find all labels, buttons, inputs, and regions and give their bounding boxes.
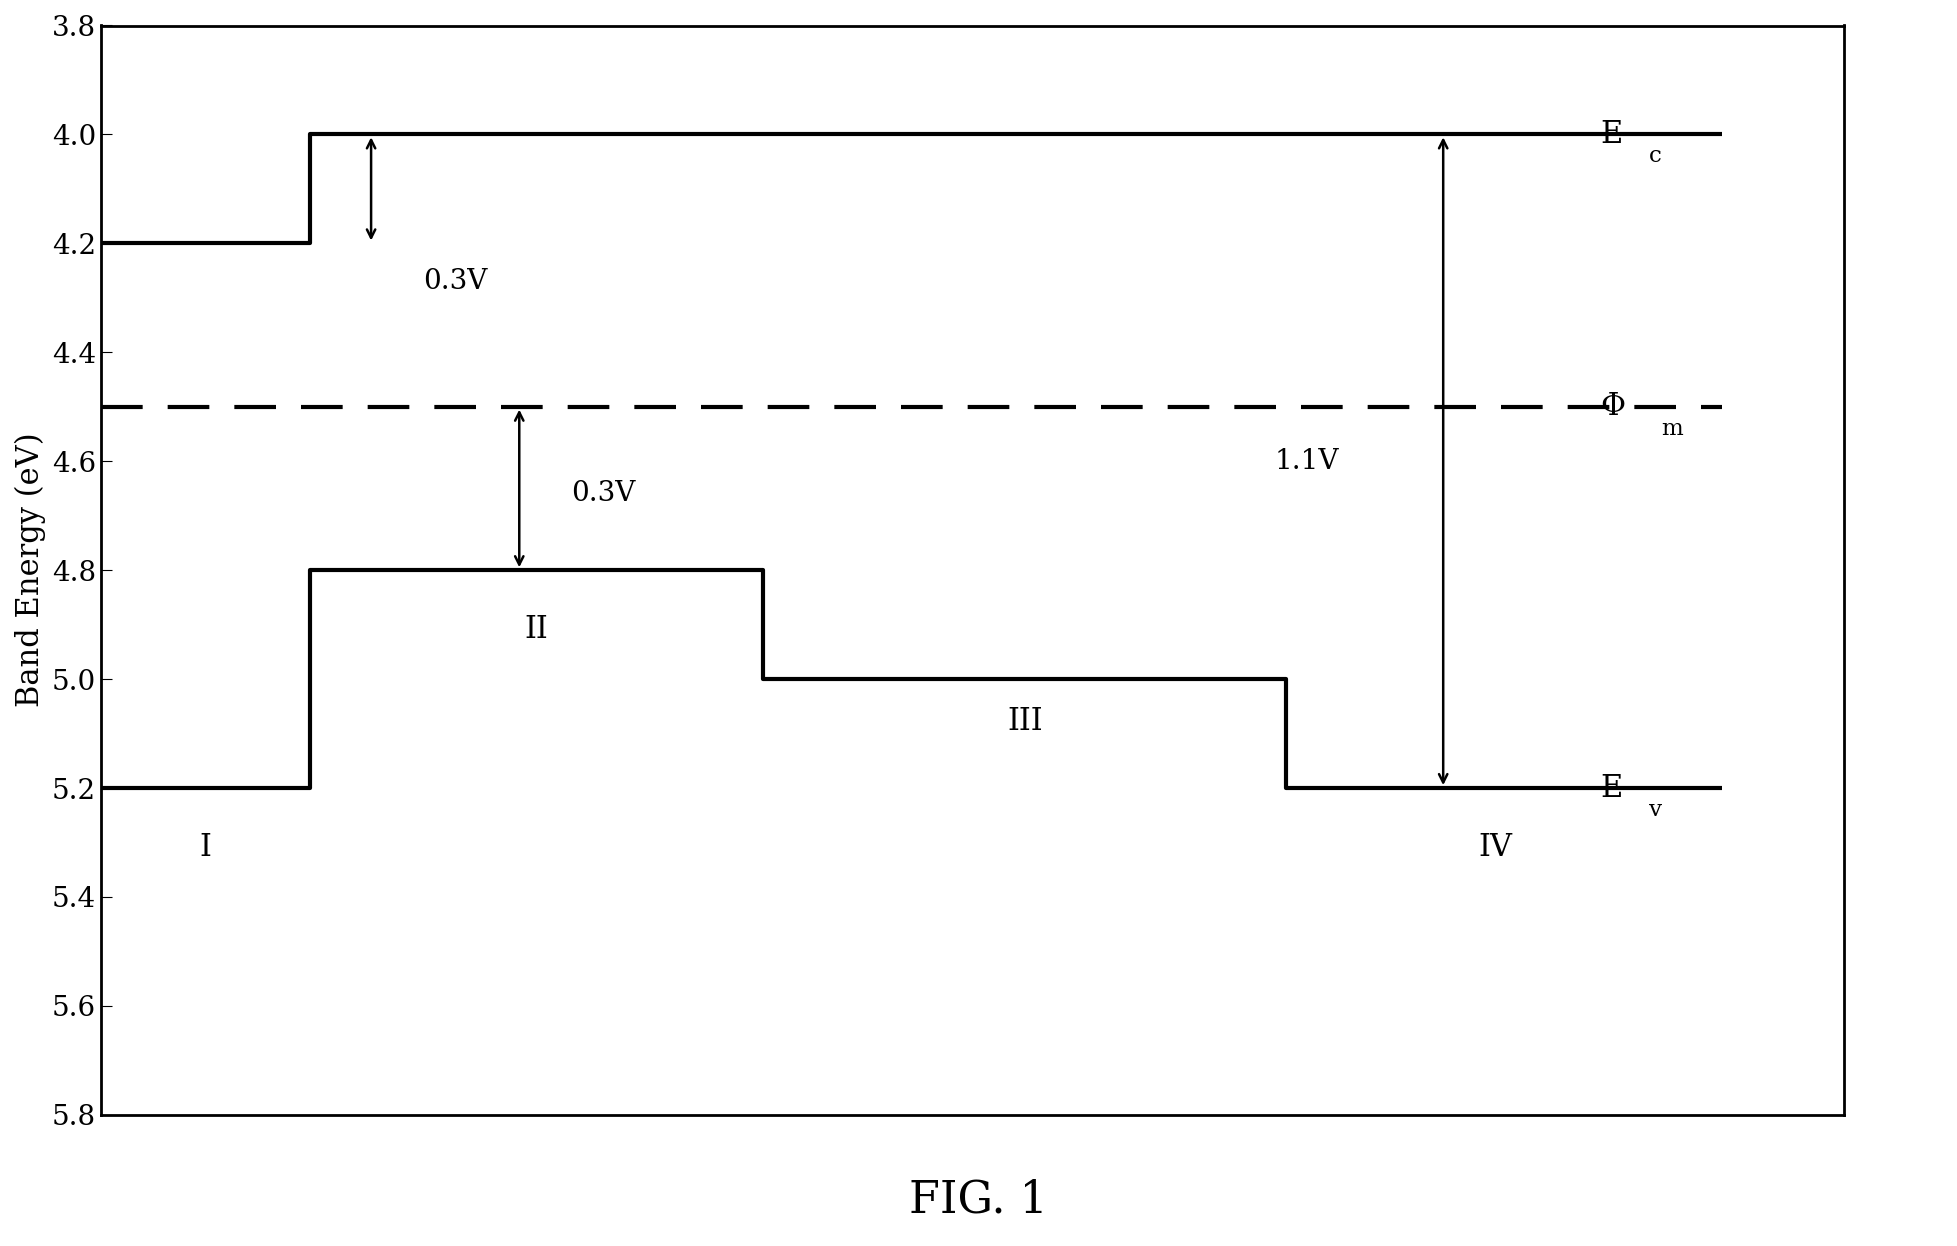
Y-axis label: Band Energy (eV): Band Energy (eV) [16,432,47,708]
Text: E: E [1601,773,1622,804]
Text: IV: IV [1478,831,1513,862]
Text: v: v [1650,799,1661,821]
Text: m: m [1661,417,1683,440]
Text: I: I [200,831,211,862]
Text: FIG. 1: FIG. 1 [910,1177,1047,1221]
Text: 0.3V: 0.3V [423,268,487,295]
Text: II: II [524,614,548,644]
Text: E: E [1601,118,1622,150]
Text: 1.1V: 1.1V [1274,447,1339,475]
Text: Φ: Φ [1601,391,1624,422]
Text: 0.3V: 0.3V [571,481,636,507]
Text: III: III [1008,706,1043,738]
Text: c: c [1650,146,1661,167]
